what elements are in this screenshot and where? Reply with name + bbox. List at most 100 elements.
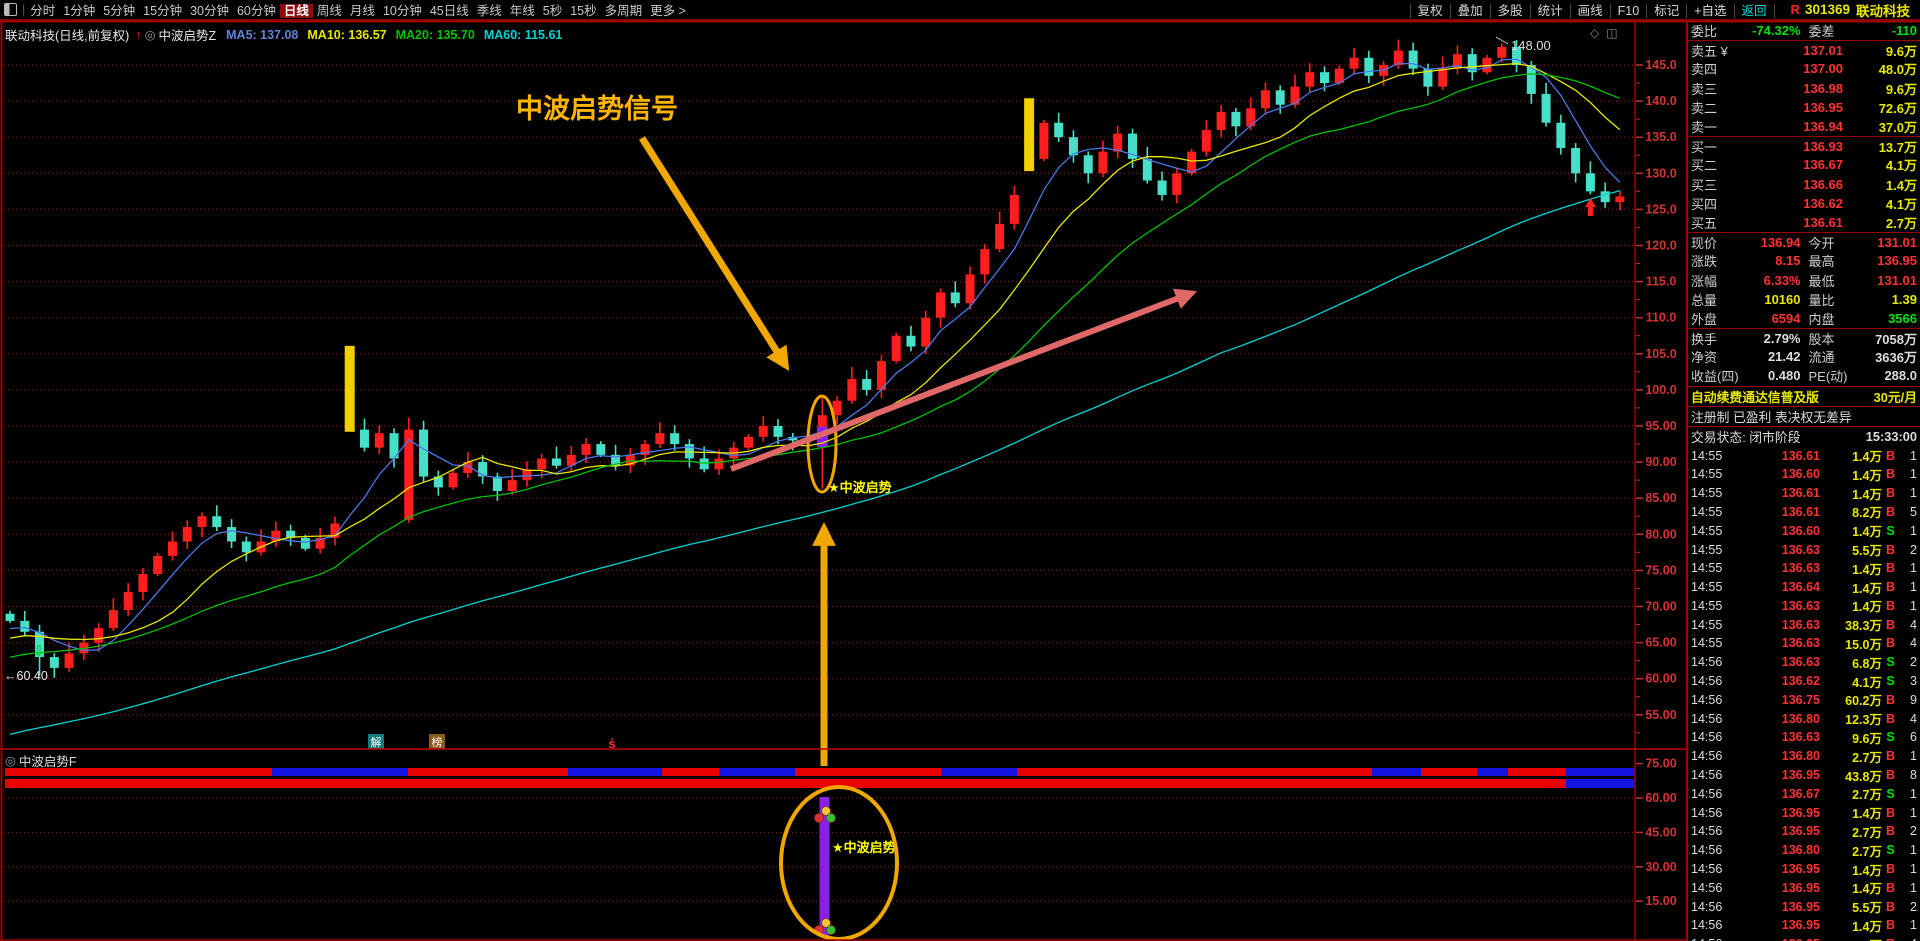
panel-row: 涨跌 8.15 最高 136.95	[1688, 251, 1920, 270]
notice-text: 注册制 已盈利 表决权无差异	[1691, 409, 1852, 425]
split-pane-icon[interactable]: ◫	[1606, 26, 1618, 40]
tick-row: 14:55 136.63 5.5万 B 2	[1688, 540, 1920, 559]
svg-text:75.00: 75.00	[1645, 563, 1676, 577]
tick-trade-list[interactable]: 14:55 136.61 1.4万 B 1 14:55 136.60 1.4万 B 1 14:55 1…	[1688, 446, 1920, 941]
notice-value: 30元/月	[1873, 389, 1917, 405]
collapse-circle-icon[interactable]: ◎	[5, 754, 16, 768]
indicator-name[interactable]: 中波启势Z	[158, 29, 217, 43]
panel-row: 总量 10160 量比 1.39	[1688, 290, 1920, 309]
tool-item[interactable]: F10	[1609, 4, 1647, 18]
tool-item[interactable]: 多股	[1489, 4, 1530, 18]
svg-text:80.00: 80.00	[1645, 527, 1676, 541]
period-item[interactable]: 30分钟	[190, 4, 229, 18]
tool-item[interactable]: +自选	[1686, 4, 1734, 18]
tick-time: 14:56	[1691, 749, 1723, 764]
panel-row: 外盘 6594 内盘 3566	[1688, 309, 1920, 328]
tick-direction: B	[1885, 580, 1896, 595]
weibi-value: -74.32%	[1752, 23, 1801, 39]
period-item[interactable]: 1分钟	[63, 4, 96, 18]
sell-volume: 9.6万	[1885, 43, 1917, 59]
tick-time: 14:56	[1691, 768, 1723, 783]
tick-direction: B	[1885, 899, 1896, 914]
sell-price: 136.94	[1803, 119, 1843, 135]
tick-row: 14:56 136.80 12.3万 B 4	[1688, 709, 1920, 728]
tick-time: 14:55	[1691, 523, 1723, 538]
tick-volume: 1.4万	[1852, 468, 1882, 483]
ma-legend: MA5: 137.08 MA10: 136.57 MA20: 135.70 MA60:…	[226, 28, 571, 42]
tool-item[interactable]: 画线	[1569, 4, 1610, 18]
tool-item[interactable]: 统计	[1529, 4, 1570, 18]
buy-volume: 4.1万	[1885, 158, 1917, 174]
svg-text:65.00: 65.00	[1645, 636, 1676, 650]
period-item[interactable]: 15分钟	[143, 4, 183, 18]
period-item[interactable]: 分时	[30, 4, 56, 18]
stock-badge: R 301369 联动科技	[1791, 0, 1910, 20]
chart-frame	[0, 20, 1920, 941]
tick-time: 14:56	[1691, 937, 1728, 941]
period-item[interactable]: 60分钟	[236, 4, 276, 18]
period-item[interactable]: 日线	[279, 4, 313, 18]
tick-row: 14:56 136.95 1.4万 B 1	[1688, 878, 1920, 897]
tick-volume: 15.0万	[1845, 638, 1882, 652]
period-item[interactable]: 5秒	[542, 4, 563, 18]
tick-direction: B	[1885, 617, 1896, 632]
chart-markers[interactable]: ⇩ 解 榜 ṡ	[33, 198, 1596, 751]
tick-row: 14:55 136.63 15.0万 B 4	[1688, 634, 1920, 653]
period-item[interactable]: 更多 >	[650, 4, 686, 18]
period-item[interactable]: 月线	[349, 4, 375, 18]
tick-count: 2	[1910, 542, 1917, 557]
tick-direction: B	[1885, 824, 1896, 839]
svg-text:★中波启势: ★中波启势	[832, 840, 896, 855]
tick-volume: 1.4万	[1852, 562, 1882, 577]
tick-direction: B	[1885, 486, 1896, 501]
svg-text:解: 解	[371, 735, 382, 749]
tool-item[interactable]: 复权	[1409, 4, 1450, 18]
tick-direction: B	[1885, 636, 1896, 651]
svg-text:75.00: 75.00	[1645, 757, 1676, 771]
period-item[interactable]: 45日线	[429, 4, 469, 18]
period-item[interactable]: 5分钟	[103, 4, 136, 18]
svg-text:135.0: 135.0	[1645, 130, 1676, 144]
tool-item[interactable]: 返回	[1733, 4, 1775, 18]
period-item[interactable]: 年线	[509, 4, 535, 18]
annotations: ←60.40 148.00 中波启势信号 ★中波启势 ★中波启势	[4, 36, 1551, 941]
tool-item[interactable]: 叠加	[1449, 4, 1490, 18]
info-value2: 3636万	[1875, 350, 1917, 366]
tick-row: 14:55 136.63 1.4万 B 1	[1688, 597, 1920, 616]
tick-time: 14:56	[1691, 862, 1723, 877]
tick-price: 136.75	[1781, 692, 1820, 707]
info-value: 10160	[1764, 291, 1801, 307]
notice-text: 自动续费通达信普及版	[1691, 389, 1819, 405]
period-item[interactable]: 周线	[316, 4, 342, 18]
tick-time: 14:56	[1691, 655, 1723, 670]
buy-price: 136.61	[1803, 214, 1843, 230]
sub-indicator-name[interactable]: 中波启势F	[18, 755, 77, 769]
period-item[interactable]: 15秒	[570, 4, 597, 18]
tool-item[interactable]: 标记	[1646, 4, 1687, 18]
panel-row: 买五 136.61 2.7万	[1688, 213, 1920, 232]
info-label: 现价	[1691, 235, 1718, 251]
window-panes-icon[interactable]	[4, 3, 17, 16]
tick-count: 1	[1910, 749, 1917, 764]
period-item[interactable]: 10分钟	[382, 4, 422, 18]
weibi-label: 委比	[1691, 24, 1718, 40]
tick-direction: B	[1885, 692, 1896, 707]
buy-level-label: 买二	[1691, 158, 1718, 174]
tick-price: 136.95	[1781, 824, 1820, 839]
svg-text:140.0: 140.0	[1645, 94, 1676, 108]
buy-volume: 13.7万	[1878, 139, 1917, 155]
collapse-circle-icon[interactable]: ◎	[144, 28, 156, 42]
period-item[interactable]: 季线	[476, 4, 502, 18]
tick-price: 136.60	[1781, 467, 1820, 482]
tick-time: 14:56	[1691, 843, 1723, 858]
diamond-icon[interactable]: ◇	[1590, 26, 1600, 40]
sell-level-label: 卖五 ¥	[1691, 43, 1728, 59]
period-item[interactable]: 多周期	[604, 4, 643, 18]
tick-price: 136.95	[1781, 899, 1820, 914]
sell-level-label: 卖二	[1691, 100, 1718, 116]
tick-direction: B	[1885, 598, 1896, 613]
svg-text:榜: 榜	[432, 735, 443, 749]
sell-level-label: 卖一	[1691, 120, 1718, 136]
